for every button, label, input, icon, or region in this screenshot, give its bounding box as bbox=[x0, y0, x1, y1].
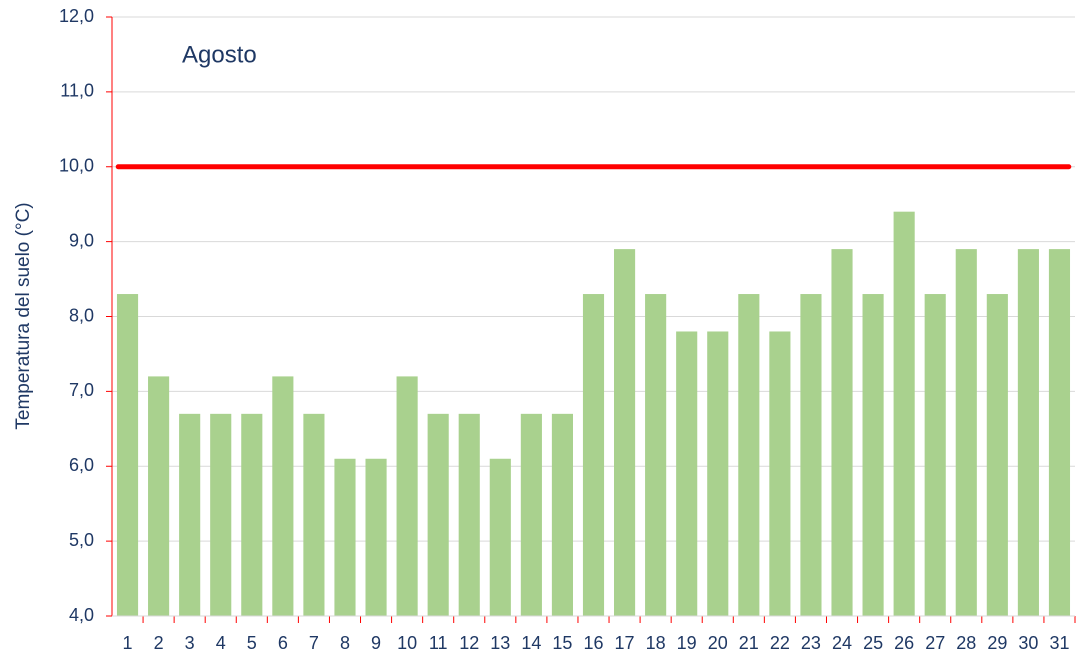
y-tick-label: 9,0 bbox=[69, 230, 94, 250]
bar bbox=[458, 413, 480, 616]
x-tick-label: 3 bbox=[185, 633, 195, 653]
y-tick-label: 5,0 bbox=[69, 530, 94, 550]
x-tick-label: 23 bbox=[801, 633, 821, 653]
x-tick-label: 26 bbox=[894, 633, 914, 653]
y-tick-label: 12,0 bbox=[59, 6, 94, 26]
bar bbox=[148, 376, 170, 616]
bar bbox=[365, 458, 387, 616]
x-tick-label: 11 bbox=[429, 633, 448, 653]
x-tick-label: 15 bbox=[552, 633, 572, 653]
bar bbox=[862, 294, 884, 616]
bar bbox=[986, 294, 1008, 616]
bar bbox=[800, 294, 822, 616]
bar bbox=[831, 249, 853, 617]
bar bbox=[489, 458, 511, 616]
bar bbox=[1048, 249, 1071, 617]
x-tick-label: 10 bbox=[397, 633, 417, 653]
bar bbox=[893, 211, 915, 617]
x-tick-label: 18 bbox=[646, 633, 666, 653]
bar bbox=[427, 413, 449, 616]
annotation: Agosto bbox=[182, 41, 257, 68]
x-tick-label: 17 bbox=[615, 633, 635, 653]
bar bbox=[769, 331, 791, 616]
x-tick-label: 27 bbox=[925, 633, 945, 653]
bar bbox=[303, 413, 325, 616]
bar bbox=[924, 294, 946, 616]
x-tick-label: 8 bbox=[340, 633, 350, 653]
x-tick-label: 25 bbox=[863, 633, 883, 653]
y-tick-label: 10,0 bbox=[59, 156, 94, 176]
bar bbox=[676, 331, 698, 616]
y-axis-label: Temperatura del suelo (°C) bbox=[13, 202, 34, 429]
x-tick-label: 1 bbox=[123, 633, 133, 653]
bar bbox=[1017, 249, 1039, 617]
bar bbox=[645, 294, 667, 616]
x-tick-label: 7 bbox=[309, 633, 319, 653]
x-tick-label: 22 bbox=[770, 633, 790, 653]
bar bbox=[210, 413, 232, 616]
bar bbox=[396, 376, 418, 616]
x-tick-label: 30 bbox=[1018, 633, 1038, 653]
y-tick-label: 11,0 bbox=[60, 81, 94, 101]
x-tick-label: 14 bbox=[521, 633, 541, 653]
x-tick-label: 6 bbox=[278, 633, 288, 653]
x-tick-label: 20 bbox=[708, 633, 728, 653]
bar bbox=[707, 331, 729, 616]
x-tick-label: 4 bbox=[216, 633, 226, 653]
x-tick-label: 5 bbox=[247, 633, 257, 653]
bar bbox=[179, 413, 201, 616]
x-tick-label: 29 bbox=[987, 633, 1007, 653]
x-tick-label: 16 bbox=[583, 633, 603, 653]
bar bbox=[551, 413, 573, 616]
x-tick-label: 12 bbox=[459, 633, 479, 653]
bar bbox=[614, 249, 636, 617]
bar bbox=[116, 294, 139, 616]
x-tick-label: 31 bbox=[1049, 633, 1069, 653]
x-tick-label: 28 bbox=[956, 633, 976, 653]
y-tick-label: 7,0 bbox=[69, 380, 94, 400]
y-tick-label: 4,0 bbox=[69, 605, 94, 625]
bar bbox=[272, 376, 294, 616]
bar bbox=[955, 249, 977, 617]
bar bbox=[520, 413, 542, 616]
bar bbox=[241, 413, 263, 616]
bar bbox=[582, 294, 605, 616]
x-tick-label: 2 bbox=[154, 633, 164, 653]
x-tick-label: 13 bbox=[490, 633, 510, 653]
y-tick-label: 6,0 bbox=[69, 455, 94, 475]
x-tick-label: 21 bbox=[739, 633, 759, 653]
x-tick-label: 9 bbox=[371, 633, 381, 653]
x-tick-label: 24 bbox=[832, 633, 852, 653]
y-tick-label: 8,0 bbox=[69, 305, 94, 325]
x-tick-label: 19 bbox=[677, 633, 697, 653]
bar bbox=[738, 294, 760, 616]
bar bbox=[334, 458, 356, 616]
